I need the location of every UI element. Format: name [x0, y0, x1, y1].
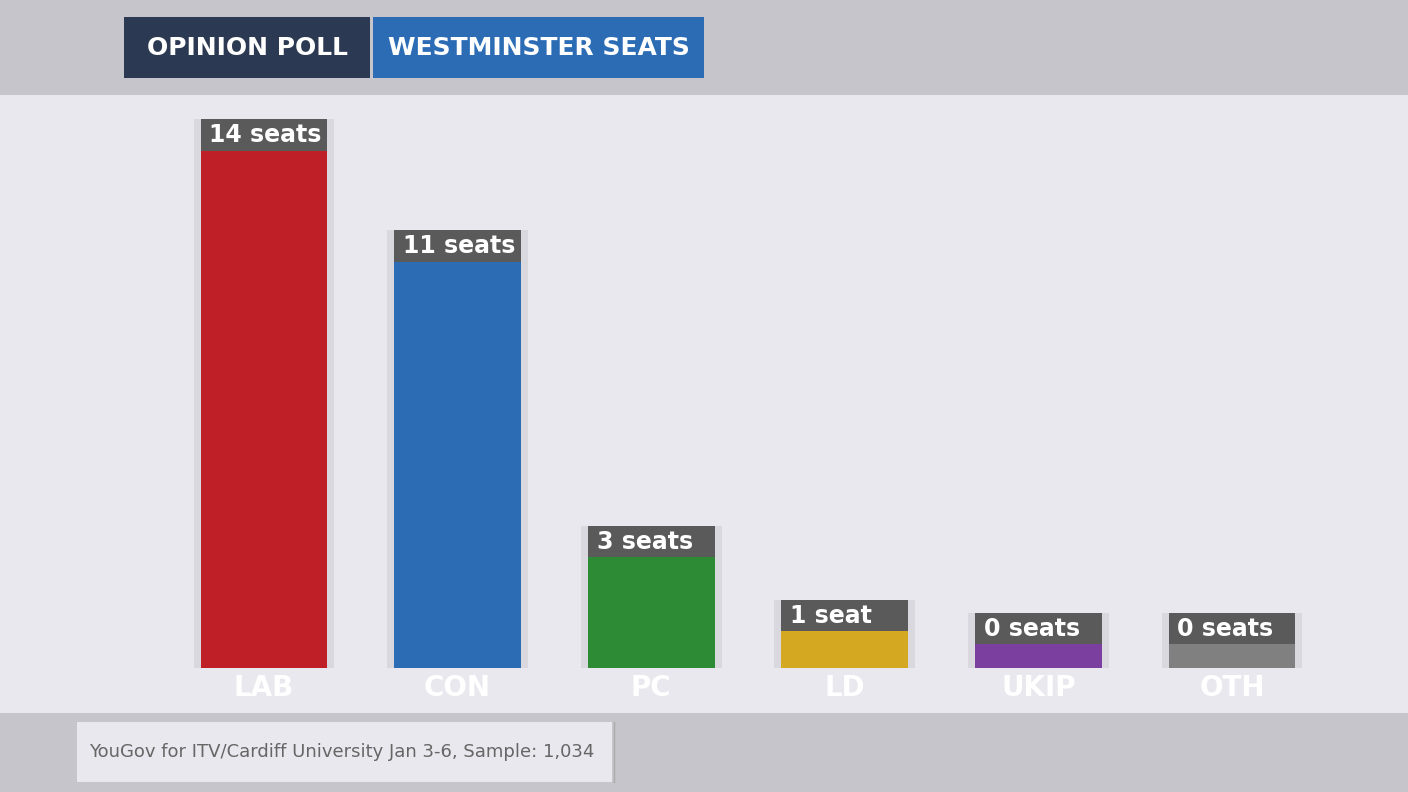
Text: 1 seat: 1 seat: [790, 604, 872, 628]
Text: OTH: OTH: [1200, 674, 1264, 702]
Text: LD: LD: [825, 674, 865, 702]
Bar: [394, 261, 521, 668]
Text: 11 seats: 11 seats: [403, 234, 515, 257]
Bar: [200, 150, 327, 668]
Bar: [781, 600, 908, 631]
Bar: [0, 95, 1408, 713]
Bar: [387, 230, 528, 668]
Text: 0 seats: 0 seats: [1177, 617, 1274, 641]
Bar: [589, 526, 715, 558]
Bar: [1169, 645, 1295, 668]
Bar: [589, 558, 715, 668]
Bar: [1162, 613, 1302, 668]
Text: PC: PC: [631, 674, 672, 702]
Text: OPINION POLL: OPINION POLL: [146, 36, 348, 59]
Bar: [194, 119, 335, 668]
Text: 0 seats: 0 seats: [984, 617, 1080, 641]
Text: WESTMINSTER SEATS: WESTMINSTER SEATS: [387, 36, 690, 59]
Text: YouGov for ITV/Cardiff University Jan 3-6, Sample: 1,034: YouGov for ITV/Cardiff University Jan 3-…: [89, 744, 594, 761]
Text: 3 seats: 3 seats: [597, 530, 693, 554]
Text: 14 seats: 14 seats: [210, 123, 322, 147]
Bar: [582, 526, 722, 668]
Bar: [974, 645, 1101, 668]
Bar: [394, 230, 521, 261]
Bar: [781, 631, 908, 668]
Bar: [373, 17, 704, 78]
Bar: [200, 119, 327, 150]
Text: UKIP: UKIP: [1001, 674, 1076, 702]
Bar: [969, 613, 1110, 668]
Bar: [1169, 613, 1295, 645]
Bar: [124, 17, 370, 78]
Text: CON: CON: [424, 674, 491, 702]
Bar: [974, 613, 1101, 645]
Text: LAB: LAB: [234, 674, 294, 702]
Bar: [774, 600, 915, 668]
